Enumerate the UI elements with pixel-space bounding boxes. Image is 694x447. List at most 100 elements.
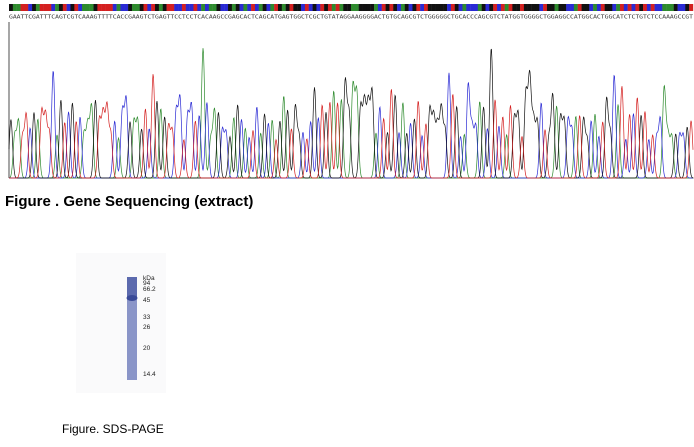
marker-label: 20	[143, 345, 151, 352]
base-color-cell	[258, 4, 263, 11]
base-color-cell	[62, 4, 67, 11]
base-color-cell	[543, 4, 548, 11]
figure2-caption: Figure. SDS-PAGE	[62, 422, 164, 436]
base-color-cell	[677, 4, 682, 11]
base-color-cell	[669, 4, 674, 11]
base-color-cell	[593, 4, 598, 11]
base-color-cell	[589, 4, 594, 11]
base-color-cell	[231, 4, 236, 11]
base-color-cell	[658, 4, 663, 11]
sequencing-chromatogram: GAATTCGATTTCAGTCGTCAAAGTTTTCACCGAAGTCTGA…	[8, 4, 694, 179]
base-color-cell	[128, 4, 133, 11]
base-color-cell	[197, 4, 202, 11]
marker-label: 45	[143, 297, 151, 304]
base-color-cell	[304, 4, 309, 11]
base-color-cell	[424, 4, 429, 11]
base-color-cell	[312, 4, 317, 11]
base-color-cell	[204, 4, 210, 11]
base-color-cell	[216, 4, 221, 11]
base-color-cell	[447, 4, 452, 11]
base-color-cell	[374, 4, 379, 11]
base-color-cell	[616, 4, 621, 11]
base-color-cell	[408, 4, 413, 11]
base-color-cell	[458, 4, 463, 11]
base-color-cell	[635, 4, 640, 11]
base-color-cell	[51, 4, 56, 11]
base-color-cell	[320, 4, 325, 11]
base-color-cell	[485, 4, 490, 11]
trace-A	[8, 48, 693, 179]
base-color-cell	[327, 4, 332, 11]
base-color-cell	[262, 4, 267, 11]
base-color-cell	[32, 4, 37, 11]
base-color-cell	[281, 4, 286, 11]
base-color-cell	[623, 4, 628, 11]
base-color-cell	[270, 4, 275, 11]
base-color-cell	[566, 4, 571, 11]
base-color-cell	[435, 4, 440, 11]
base-color-cell	[293, 4, 298, 11]
base-color-cell	[389, 4, 394, 11]
base-color-cell	[208, 4, 213, 11]
base-color-cell	[354, 4, 359, 11]
base-color-cell	[631, 4, 636, 11]
base-color-cell	[531, 4, 536, 11]
base-color-cell	[477, 4, 482, 11]
base-color-cell	[600, 4, 605, 11]
base-color-cell	[158, 4, 163, 11]
base-color-cell	[358, 4, 363, 11]
base-color-cell	[608, 4, 613, 11]
unit-label: kDa	[143, 275, 155, 282]
trace-G	[8, 48, 694, 179]
base-color-cell	[654, 4, 659, 11]
sds-page-gel-panel: kDa 94 66.2 45 33 26 20 14.4	[76, 253, 166, 393]
base-color-cell	[416, 4, 421, 11]
base-color-cell	[470, 4, 475, 11]
base-color-cell	[646, 4, 651, 11]
base-color-cell	[527, 4, 532, 11]
base-color-cell	[193, 4, 198, 11]
base-color-cell	[201, 4, 206, 11]
base-color-cell	[181, 4, 186, 11]
base-color-cell	[116, 4, 121, 11]
base-color-cell	[493, 4, 498, 11]
base-color-cell	[82, 4, 87, 11]
base-color-cell	[147, 4, 152, 11]
base-color-cell	[550, 4, 555, 11]
base-color-cell	[366, 4, 371, 11]
base-color-cell	[681, 4, 686, 11]
base-color-cell	[627, 4, 632, 11]
base-color-cell	[685, 4, 690, 11]
base-color-cell	[239, 4, 244, 11]
base-color-cell	[266, 4, 271, 11]
base-color-cell	[289, 4, 294, 11]
base-color-cell	[247, 4, 252, 11]
base-color-cell	[558, 4, 563, 11]
base-color-cell	[58, 4, 63, 11]
base-color-cell	[174, 4, 179, 11]
base-color-cell	[166, 4, 171, 11]
base-color-cell	[662, 4, 667, 11]
base-color-cell	[112, 4, 117, 11]
base-color-cell	[97, 4, 102, 11]
base-color-cell	[120, 4, 125, 11]
base-color-cell	[585, 4, 590, 11]
figure1-caption: Figure . Gene Sequencing (extract)	[5, 193, 254, 210]
base-color-cell	[412, 4, 417, 11]
base-color-cell	[274, 4, 279, 11]
base-color-cell	[535, 4, 540, 11]
base-color-cell	[85, 4, 90, 11]
base-color-cell	[105, 4, 110, 11]
base-color-cell	[596, 4, 601, 11]
base-color-cell	[666, 4, 671, 11]
base-color-cell	[351, 4, 356, 11]
base-color-cell	[427, 4, 432, 11]
base-color-cell	[431, 4, 436, 11]
base-color-cell	[170, 4, 175, 11]
base-color-cell	[504, 4, 509, 11]
base-color-cell	[554, 4, 559, 11]
base-color-cell	[673, 4, 678, 11]
base-color-cell	[285, 4, 290, 11]
